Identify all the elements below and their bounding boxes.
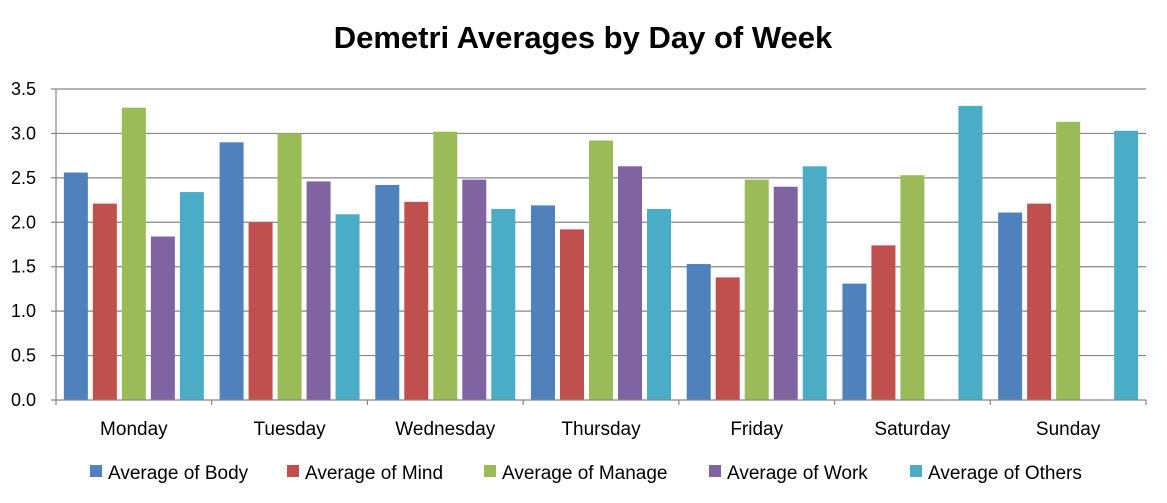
legend-swatch bbox=[90, 465, 102, 477]
bar-average-of-others-tuesday bbox=[335, 214, 360, 400]
x-tick-label: Sunday bbox=[1036, 419, 1101, 440]
legend-label: Average of Body bbox=[108, 463, 249, 484]
bar-average-of-body-friday bbox=[686, 264, 711, 400]
bar-average-of-body-wednesday bbox=[375, 184, 400, 400]
legend-swatch bbox=[484, 465, 496, 477]
legend-swatch bbox=[910, 465, 922, 477]
bar-average-of-work-thursday bbox=[618, 166, 642, 400]
bar-average-of-mind-wednesday bbox=[404, 201, 429, 400]
legend-label: Average of Others bbox=[928, 463, 1082, 484]
bar-average-of-others-sunday bbox=[1114, 130, 1139, 400]
x-tick-label: Wednesday bbox=[395, 419, 495, 440]
y-tick-label: 1.5 bbox=[11, 257, 36, 277]
bar-average-of-others-friday bbox=[802, 166, 827, 400]
bar-average-of-others-monday bbox=[179, 192, 204, 400]
bar-average-of-mind-monday bbox=[92, 203, 117, 400]
chart-title: Demetri Averages by Day of Week bbox=[334, 20, 833, 55]
bar-average-of-mind-sunday bbox=[1027, 203, 1052, 400]
bar-average-of-others-thursday bbox=[647, 208, 671, 400]
bar-average-of-body-saturday bbox=[842, 283, 867, 400]
y-tick-label: 2.0 bbox=[11, 212, 36, 232]
y-tick-label: 3.0 bbox=[11, 123, 36, 143]
bar-average-of-mind-saturday bbox=[871, 245, 896, 400]
y-tick-label: 3.5 bbox=[11, 79, 36, 99]
legend-swatch bbox=[709, 465, 721, 477]
bars bbox=[63, 105, 1139, 401]
y-tick-label: 0.0 bbox=[11, 390, 36, 410]
legend-label: Average of Work bbox=[727, 463, 868, 484]
bar-average-of-manage-wednesday bbox=[433, 131, 458, 400]
bar-average-of-body-sunday bbox=[998, 212, 1023, 400]
bar-average-of-body-tuesday bbox=[219, 142, 244, 401]
y-tick-label: 0.5 bbox=[11, 346, 36, 366]
legend-swatch bbox=[287, 465, 299, 477]
y-tick-label: 1.0 bbox=[11, 301, 36, 321]
bar-average-of-manage-friday bbox=[744, 179, 769, 400]
x-axis-ticks: Monday Tuesday Wednesday Thursday Friday Satu… bbox=[55, 400, 1147, 440]
bar-average-of-manage-thursday bbox=[589, 140, 613, 400]
bar-average-of-others-saturday bbox=[958, 105, 983, 400]
bar-average-of-others-wednesday bbox=[491, 208, 516, 400]
legend-label: Average of Manage bbox=[502, 463, 668, 484]
x-tick-label: Monday bbox=[100, 419, 168, 440]
bar-average-of-manage-monday bbox=[121, 107, 146, 400]
bar-average-of-manage-saturday bbox=[900, 175, 925, 400]
y-axis-ticks: 0.0 0.5 1.0 1.5 2.0 2.5 3.0 3.5 bbox=[11, 79, 56, 410]
bar-average-of-work-monday bbox=[150, 236, 175, 400]
bar-average-of-mind-thursday bbox=[560, 229, 584, 400]
x-tick-label: Tuesday bbox=[253, 419, 326, 440]
bar-average-of-manage-tuesday bbox=[277, 133, 302, 400]
bar-average-of-manage-sunday bbox=[1056, 121, 1081, 401]
bar-average-of-work-tuesday bbox=[306, 181, 331, 400]
x-tick-label: Thursday bbox=[561, 419, 641, 440]
bar-average-of-body-thursday bbox=[531, 205, 555, 400]
legend-label: Average of Mind bbox=[305, 463, 443, 484]
x-tick-label: Friday bbox=[730, 419, 783, 440]
bar-average-of-work-wednesday bbox=[462, 179, 487, 400]
legend: Average of Body Average of Mind Average of… bbox=[90, 463, 1082, 484]
bar-average-of-mind-friday bbox=[715, 277, 740, 400]
bar-average-of-mind-tuesday bbox=[248, 222, 273, 400]
y-tick-label: 2.5 bbox=[11, 168, 36, 188]
bar-average-of-work-friday bbox=[773, 186, 798, 400]
x-tick-label: Saturday bbox=[874, 419, 951, 440]
bar-average-of-body-monday bbox=[63, 172, 88, 400]
